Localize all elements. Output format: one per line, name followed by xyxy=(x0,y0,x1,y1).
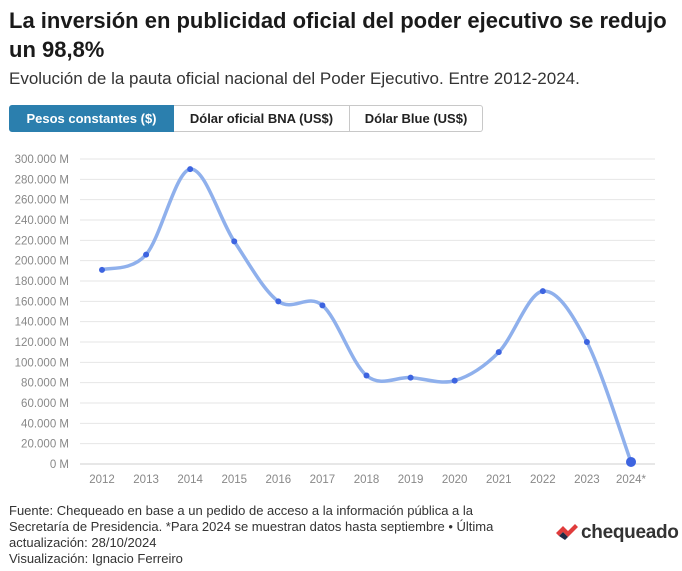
logo-text: chequeado xyxy=(581,522,679,543)
chequeado-logo-icon xyxy=(556,524,578,540)
chequeado-logo: chequeado xyxy=(556,522,679,544)
y-tick-label: 80.000 M xyxy=(21,378,69,390)
tab-pesos-constantes[interactable]: Pesos constantes ($) xyxy=(9,105,174,132)
data-point xyxy=(275,298,282,305)
chart-subtitle: Evolución de la pauta oficial nacional d… xyxy=(9,69,580,88)
y-tick-label: 0 M xyxy=(50,459,69,471)
visualization-credit: Visualización: Ignacio Ferreiro xyxy=(9,551,183,566)
x-tick-label: 2015 xyxy=(221,474,247,486)
y-tick-label: 60.000 M xyxy=(21,398,69,410)
x-tick-label: 2024* xyxy=(616,474,647,486)
y-tick-label: 220.000 M xyxy=(15,235,69,247)
data-point xyxy=(231,238,238,245)
y-tick-label: 280.000 M xyxy=(15,174,69,186)
data-point xyxy=(626,456,636,467)
x-tick-label: 2022 xyxy=(530,474,556,486)
y-tick-label: 140.000 M xyxy=(15,317,69,329)
y-tick-label: 100.000 M xyxy=(15,357,69,369)
tab-dolar-blue[interactable]: Dólar Blue (US$) xyxy=(350,105,483,132)
data-point xyxy=(583,339,590,345)
x-tick-label: 2017 xyxy=(310,474,336,486)
data-point xyxy=(451,377,458,384)
y-tick-label: 260.000 M xyxy=(15,195,69,207)
data-point xyxy=(539,288,546,295)
data-point xyxy=(407,374,414,381)
y-tick-label: 40.000 M xyxy=(21,418,69,430)
x-tick-label: 2013 xyxy=(133,474,159,486)
x-tick-label: 2016 xyxy=(266,474,292,486)
y-tick-label: 200.000 M xyxy=(15,256,69,268)
y-tick-label: 240.000 M xyxy=(15,215,69,227)
data-point xyxy=(495,349,502,356)
x-tick-label: 2020 xyxy=(442,474,468,486)
y-tick-label: 20.000 M xyxy=(21,439,69,451)
series-line xyxy=(100,167,633,464)
tab-dolar-oficial[interactable]: Dólar oficial BNA (US$) xyxy=(174,105,350,132)
y-tick-label: 160.000 M xyxy=(15,296,69,308)
footer: Fuente: Chequeado en base a un pedido de… xyxy=(9,503,529,567)
data-point xyxy=(363,372,370,379)
y-tick-label: 300.000 M xyxy=(15,154,69,166)
x-tick-label: 2023 xyxy=(574,474,600,486)
line-chart: 0 M 20.000 M 40.000 M 60.000 M 80.000 M 100.0… xyxy=(15,154,655,486)
chart-title: La inversión en publicidad oficial del p… xyxy=(9,8,667,62)
x-tick-label: 2018 xyxy=(354,474,380,486)
x-tick-label: 2014 xyxy=(177,474,203,486)
data-point xyxy=(143,251,150,258)
data-point xyxy=(319,302,326,309)
currency-tabs: Pesos constantes ($) Dólar oficial BNA (… xyxy=(9,105,483,132)
data-point xyxy=(99,266,105,273)
x-tick-label: 2021 xyxy=(486,474,512,486)
x-tick-label: 2019 xyxy=(398,474,424,486)
data-point xyxy=(187,166,194,173)
y-tick-label: 120.000 M xyxy=(15,337,69,349)
source-note: Fuente: Chequeado en base a un pedido de… xyxy=(9,503,494,550)
x-tick-label: 2012 xyxy=(89,474,115,486)
y-tick-label: 180.000 M xyxy=(15,276,69,288)
